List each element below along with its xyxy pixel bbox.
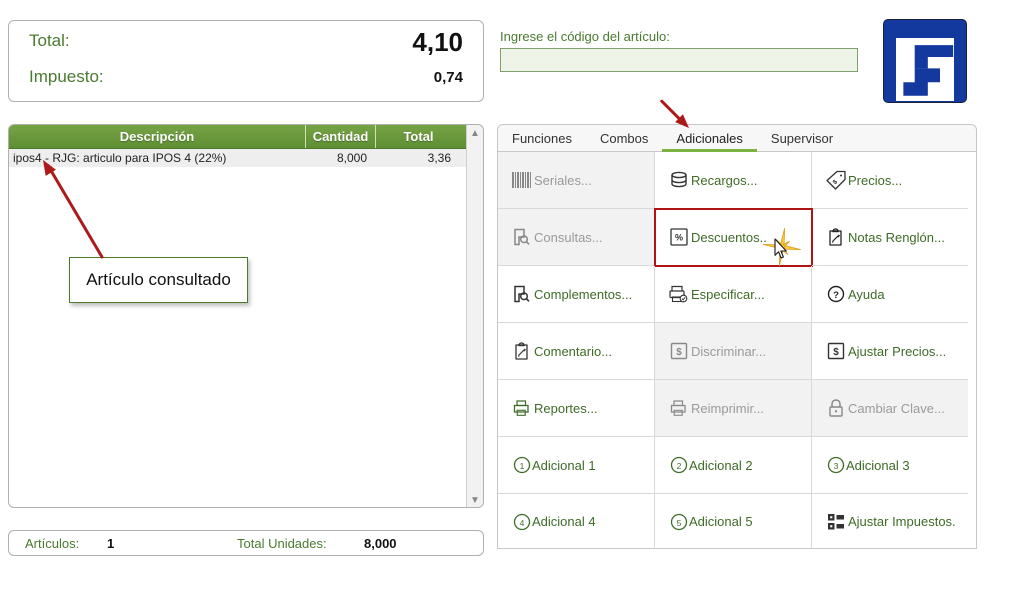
svg-text:4: 4 (520, 517, 525, 527)
svg-text:$: $ (833, 347, 839, 358)
svg-text:?: ? (833, 290, 839, 301)
svg-text:$: $ (676, 347, 682, 358)
svg-text:$: $ (832, 178, 840, 186)
svg-text:2: 2 (677, 461, 682, 471)
svg-text:5: 5 (677, 517, 682, 527)
svg-text:1: 1 (520, 461, 525, 471)
svg-text:3: 3 (834, 461, 839, 471)
svg-text:%: % (675, 233, 683, 243)
